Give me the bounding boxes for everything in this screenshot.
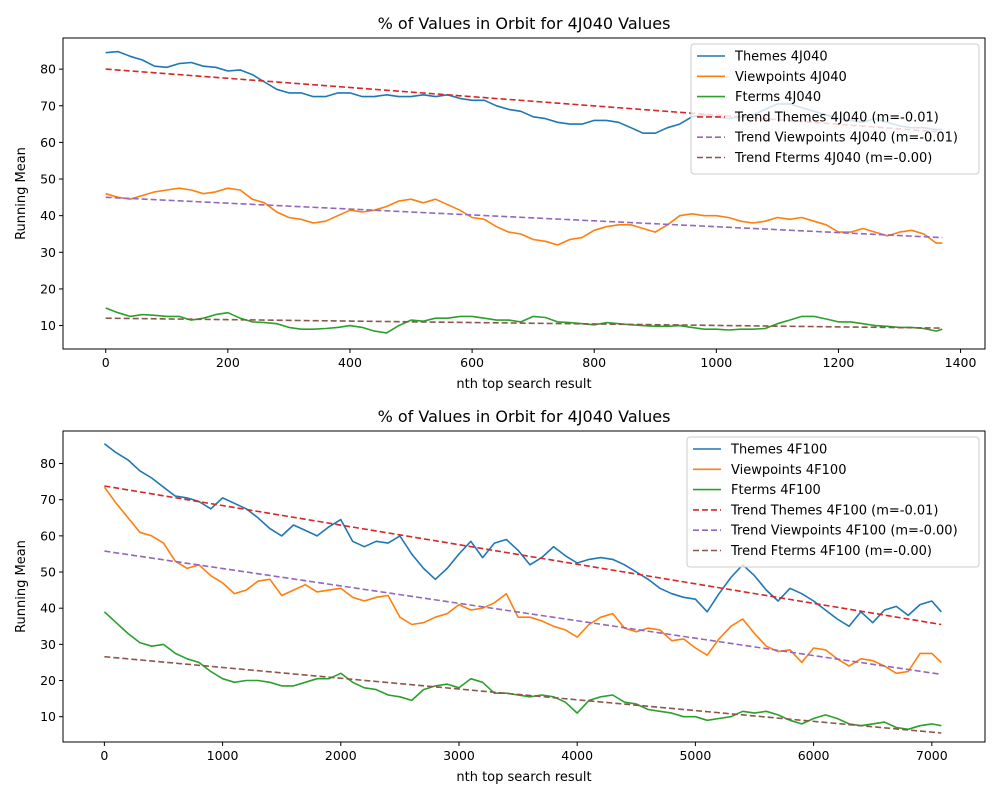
chart-bottom-x-tick-label: 7000 bbox=[916, 748, 948, 763]
chart-top-legend-box bbox=[690, 43, 980, 175]
chart-top-y-tick-label: 60 bbox=[40, 135, 56, 150]
chart-bottom-y-tick-label: 40 bbox=[40, 601, 56, 616]
chart-top: % of Values in Orbit for 4J040 Values 0 2… bbox=[14, 14, 986, 392]
chart-bottom-legend: Themes 4F100 Viewpoints 4F100 Fterms 4F100… bbox=[686, 436, 980, 568]
chart-top-x-tick-label: 800 bbox=[582, 355, 606, 370]
chart-top-series-line-4 bbox=[105, 68, 943, 133]
chart-bottom-legend-box bbox=[686, 436, 980, 568]
chart-top-legend-label: Fterms 4J040 bbox=[735, 90, 821, 105]
chart-bottom-y-tick-label: 60 bbox=[40, 528, 56, 543]
chart-top-y-tick-label: 30 bbox=[40, 245, 56, 260]
chart-bottom-x-tick-label: 2000 bbox=[325, 748, 357, 763]
chart-top-y-tick-label: 50 bbox=[40, 172, 56, 187]
chart-top-x-tick-label: 400 bbox=[338, 355, 362, 370]
chart-bottom-title: % of Values in Orbit for 4J040 Values bbox=[378, 407, 671, 426]
chart-top-y-tick-label: 10 bbox=[40, 318, 56, 333]
chart-top-series-line-3 bbox=[105, 307, 943, 334]
chart-top-y-tick-label: 40 bbox=[40, 208, 56, 223]
chart-top-y-tick-label: 20 bbox=[40, 281, 56, 296]
chart-top-y-label: Running Mean bbox=[14, 147, 29, 240]
chart-top-x-tick-label: 1200 bbox=[823, 355, 855, 370]
chart-bottom-series-line-5 bbox=[104, 550, 942, 676]
chart-top-x-tick-label: 1400 bbox=[945, 355, 977, 370]
chart-top-series-line-5 bbox=[105, 196, 943, 239]
chart-bottom-legend-label: Themes 4F100 bbox=[730, 443, 827, 458]
chart-top-x-tick-label: 600 bbox=[460, 355, 484, 370]
chart-bottom-series-line-6 bbox=[104, 655, 942, 734]
chart-top-y-ticks: 10 20 30 40 50 60 70 80 bbox=[40, 62, 63, 333]
chart-top-y-tick-label: 70 bbox=[40, 98, 56, 113]
chart-top-legend-label: Viewpoints 4J040 bbox=[735, 70, 847, 85]
chart-bottom-legend-label: Viewpoints 4F100 bbox=[731, 463, 846, 478]
chart-top-plot-area bbox=[105, 50, 943, 334]
chart-top-legend-label: Trend Themes 4J040 (m=-0.01) bbox=[734, 110, 939, 125]
chart-top-legend-label: Themes 4J040 bbox=[734, 50, 828, 65]
chart-top-y-tick-label: 80 bbox=[40, 62, 56, 77]
chart-bottom-x-tick-label: 6000 bbox=[798, 748, 830, 763]
chart-bottom-x-tick-label: 0 bbox=[100, 748, 108, 763]
chart-bottom-y-ticks: 10 20 30 40 50 60 70 80 bbox=[40, 456, 63, 724]
chart-bottom-x-tick-label: 3000 bbox=[443, 748, 475, 763]
chart-bottom-x-label: nth top search result bbox=[456, 770, 591, 785]
chart-bottom: % of Values in Orbit for 4J040 Values 0 1… bbox=[14, 407, 986, 785]
chart-bottom-series-line-3 bbox=[103, 611, 942, 731]
chart-top-frame bbox=[62, 37, 986, 350]
chart-bottom-legend-label: Trend Themes 4F100 (m=-0.01) bbox=[730, 503, 939, 518]
chart-top-x-tick-label: 1000 bbox=[700, 355, 732, 370]
chart-bottom-series-line-1 bbox=[103, 443, 942, 628]
chart-bottom-x-tick-label: 1000 bbox=[207, 748, 239, 763]
chart-bottom-y-tick-label: 80 bbox=[40, 456, 56, 471]
chart-top-series-line-2 bbox=[105, 187, 943, 246]
chart-top-x-ticks: 0 200 400 600 800 1000 1200 1400 bbox=[102, 349, 977, 370]
chart-bottom-y-tick-label: 30 bbox=[40, 637, 56, 652]
chart-top-legend-label: Trend Fterms 4J040 (m=-0.00) bbox=[734, 151, 932, 166]
chart-bottom-legend-label: Trend Fterms 4F100 (m=-0.00) bbox=[730, 544, 932, 559]
chart-bottom-y-tick-label: 10 bbox=[40, 709, 56, 724]
chart-top-x-label: nth top search result bbox=[456, 377, 591, 392]
chart-top-legend: Themes 4J040 Viewpoints 4J040 Fterms 4J040… bbox=[690, 43, 980, 175]
chart-bottom-y-label: Running Mean bbox=[14, 540, 29, 633]
chart-bottom-legend-label: Fterms 4F100 bbox=[731, 483, 821, 498]
chart-bottom-series-line-2 bbox=[103, 486, 942, 675]
chart-bottom-x-ticks: 0 1000 2000 3000 4000 5000 6000 7000 bbox=[100, 742, 948, 763]
chart-bottom-y-tick-label: 50 bbox=[40, 565, 56, 580]
chart-top-title: % of Values in Orbit for 4J040 Values bbox=[378, 14, 671, 33]
chart-top-legend-label: Trend Viewpoints 4J040 (m=-0.01) bbox=[734, 131, 958, 146]
chart-bottom-y-tick-label: 70 bbox=[40, 492, 56, 507]
chart-top-series-line-6 bbox=[105, 317, 943, 329]
chart-bottom-series-line-4 bbox=[104, 485, 942, 626]
chart-bottom-x-tick-label: 4000 bbox=[561, 748, 593, 763]
chart-bottom-frame bbox=[62, 430, 986, 743]
chart-bottom-legend-label: Trend Viewpoints 4F100 (m=-0.00) bbox=[730, 524, 958, 539]
chart-top-x-tick-label: 0 bbox=[102, 355, 110, 370]
chart-bottom-plot-area bbox=[103, 443, 942, 734]
chart-top-x-tick-label: 200 bbox=[216, 355, 240, 370]
chart-bottom-y-tick-label: 20 bbox=[40, 673, 56, 688]
chart-bottom-x-tick-label: 5000 bbox=[679, 748, 711, 763]
